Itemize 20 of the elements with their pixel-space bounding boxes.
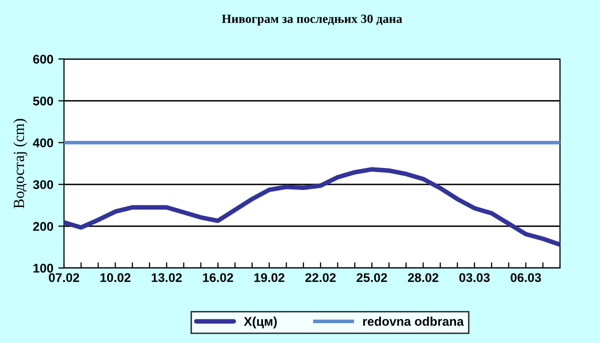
y-tick-label: 300 bbox=[33, 180, 54, 190]
x-tick-label: 06.03 bbox=[510, 273, 541, 282]
x-tick-label: 13.02 bbox=[152, 273, 182, 282]
y-tick-label: 600 bbox=[33, 54, 54, 64]
x-tick-label: 25.02 bbox=[356, 273, 388, 282]
x-tick-label: 07.02 bbox=[48, 273, 80, 282]
y-tick-label: 100 bbox=[34, 264, 54, 273]
y-tick-label: 200 bbox=[33, 222, 54, 231]
y-axis-title: Водостај (cm) bbox=[13, 118, 28, 208]
x-tick-label: 19.02 bbox=[254, 273, 284, 282]
chart-title: Нивограм за последњих 30 дана bbox=[222, 14, 402, 26]
legend-label: X(цм) bbox=[244, 316, 277, 328]
x-tick-label: 28.02 bbox=[408, 273, 438, 282]
x-tick-label: 22.02 bbox=[305, 273, 336, 282]
x-tick-label: 16.02 bbox=[203, 273, 234, 282]
y-tick-label: 400 bbox=[32, 138, 54, 148]
y-tick-label: 500 bbox=[33, 96, 54, 106]
legend-label: redovna odbrana bbox=[363, 316, 464, 326]
x-tick-label: 03.03 bbox=[459, 273, 490, 282]
x-tick-label: 10.02 bbox=[100, 273, 130, 282]
